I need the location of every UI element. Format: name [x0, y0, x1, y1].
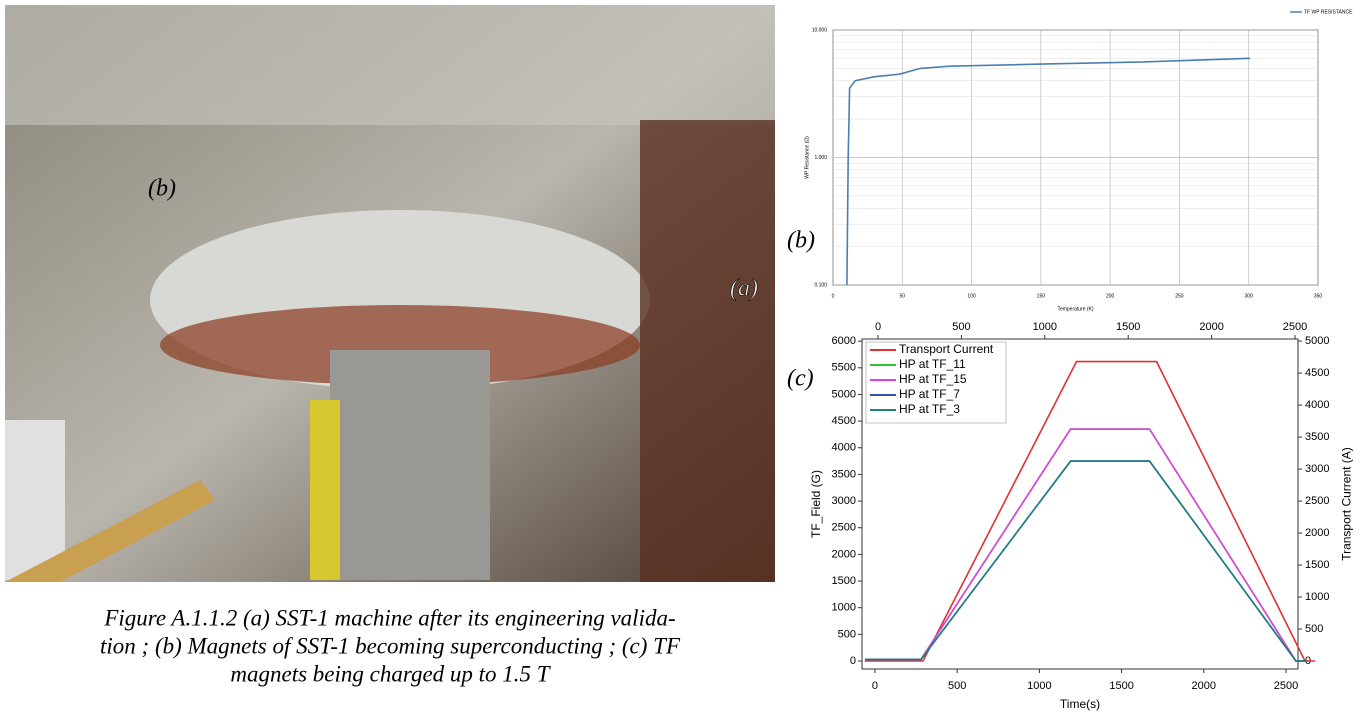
- y-tick-label: 10.000: [812, 27, 828, 33]
- y-tick-label: 1.000: [814, 155, 827, 161]
- y-tick-label: 1000: [832, 602, 856, 614]
- y2-tick-label: 3000: [1305, 463, 1329, 475]
- legend-label: HP at TF_7: [899, 387, 960, 401]
- y-tick-label: 0: [850, 655, 856, 667]
- data-line: [865, 428, 1306, 662]
- y-axis-label: WP Resistance (Ω): [804, 136, 810, 179]
- legend-label: HP at TF_3: [899, 402, 960, 416]
- x-tick-label: 1000: [1027, 680, 1051, 692]
- y-tick-label: 0.100: [814, 282, 827, 288]
- x2-tick-label: 1000: [1033, 321, 1057, 333]
- y-tick-label: 500: [838, 628, 856, 640]
- y-axis-label: TF_Field (G): [809, 470, 823, 538]
- y-tick-label: 5500: [832, 362, 856, 374]
- x-tick-label: 0: [832, 293, 835, 299]
- y2-tick-label: 4000: [1305, 399, 1329, 411]
- y-tick-label: 6000: [832, 335, 856, 347]
- x-tick-label: 200: [1106, 293, 1115, 299]
- x2-tick-label: 1500: [1116, 321, 1140, 333]
- photo-label: (a): [730, 276, 758, 302]
- legend-label: TF WP RESISTANCE: [1304, 9, 1353, 15]
- y2-tick-label: 1000: [1305, 591, 1329, 603]
- legend-label: Transport Current: [899, 342, 994, 356]
- y2-tick-label: 4500: [1305, 367, 1329, 379]
- data-line: [865, 428, 1306, 662]
- x-tick-label: 350: [1314, 293, 1323, 299]
- y2-tick-label: 5000: [1305, 335, 1329, 347]
- y-tick-label: 3500: [832, 468, 856, 480]
- x2-tick-label: 0: [875, 321, 881, 333]
- y2-tick-label: 3500: [1305, 431, 1329, 443]
- x-tick-label: 2000: [1192, 680, 1216, 692]
- y-tick-label: 3000: [832, 495, 856, 507]
- caption: magnets being charged up to 1.5 T: [230, 661, 551, 686]
- x2-tick-label: 2000: [1199, 321, 1223, 333]
- panel-label: (b): [787, 228, 815, 254]
- x2-tick-label: 500: [952, 321, 970, 333]
- x2-tick-label: 2500: [1283, 321, 1307, 333]
- x-tick-label: 2500: [1274, 680, 1298, 692]
- plot-area: [861, 338, 1299, 670]
- caption: Figure A.1.1.2 (a) SST-1 machine after i…: [103, 605, 675, 630]
- x-tick-label: 500: [948, 680, 966, 692]
- x-tick-label: 150: [1037, 293, 1046, 299]
- y-tick-label: 4000: [832, 442, 856, 454]
- data-line: [864, 360, 1315, 662]
- photo: [5, 5, 775, 582]
- x-tick-label: 250: [1175, 293, 1184, 299]
- y-tick-label: 4500: [832, 415, 856, 427]
- y2-tick-label: 500: [1305, 623, 1323, 635]
- x-tick-label: 50: [900, 293, 906, 299]
- y2-tick-label: 2000: [1305, 527, 1329, 539]
- y2-axis-label: Transport Current (A): [1339, 447, 1353, 561]
- x-tick-label: 1500: [1109, 680, 1133, 692]
- photo-label: (b): [148, 176, 176, 202]
- y2-tick-label: 2500: [1305, 495, 1329, 507]
- x-tick-label: 300: [1245, 293, 1254, 299]
- y-tick-label: 5000: [832, 388, 856, 400]
- x-tick-label: 100: [967, 293, 976, 299]
- y-tick-label: 1500: [832, 575, 856, 587]
- legend-label: HP at TF_11: [899, 357, 966, 371]
- x-axis-label: Temperature (K): [1057, 306, 1093, 312]
- data-line: [865, 460, 1306, 662]
- panel-label: (c): [787, 366, 814, 392]
- caption: tion ; (b) Magnets of SST-1 becoming sup…: [100, 633, 681, 658]
- data-line: [865, 460, 1306, 662]
- legend-label: HP at TF_15: [899, 372, 967, 386]
- data-line: [846, 57, 1251, 286]
- y-tick-label: 2000: [832, 548, 856, 560]
- x-tick-label: 0: [872, 680, 878, 692]
- y-tick-label: 2500: [832, 522, 856, 534]
- x-axis-label: Time(s): [1060, 697, 1100, 711]
- y2-tick-label: 1500: [1305, 559, 1329, 571]
